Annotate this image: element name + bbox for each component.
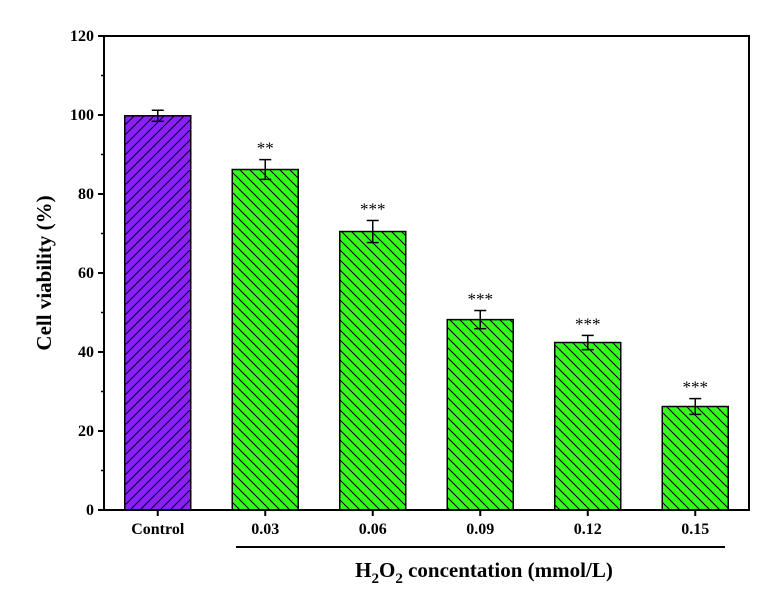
x-tick-label: Control: [131, 521, 185, 538]
x-tick-label: 0.09: [466, 521, 494, 538]
bar-0.06: [339, 230, 407, 511]
significance-marker: ***: [468, 290, 494, 309]
y-tick-label: 0: [86, 502, 94, 519]
significance-marker: **: [257, 139, 274, 158]
y-tick-label: 20: [78, 423, 94, 440]
x-tick-label: 0.06: [359, 521, 387, 538]
significance-marker: ***: [683, 378, 709, 397]
bar-Control: [124, 115, 192, 511]
bar-0.15: [661, 405, 729, 511]
significance-marker: ***: [360, 199, 386, 218]
x-tick-label: 0.03: [251, 521, 279, 538]
y-tick-label: 80: [78, 186, 94, 203]
y-tick-label: 40: [78, 344, 94, 361]
y-tick-label: 100: [70, 107, 94, 124]
significance-marker: ***: [575, 314, 601, 333]
bar-0.12: [554, 341, 622, 511]
x-axis-label: H2O2 concentation (mmol/L): [355, 558, 613, 587]
y-tick-label: 60: [78, 265, 94, 282]
plot-frame: [103, 35, 750, 511]
bar-0.09: [446, 318, 514, 511]
bar-0.03: [231, 168, 299, 511]
x-tick-label: 0.15: [681, 521, 709, 538]
y-axis-label: Cell viability (%): [32, 195, 56, 350]
x-tick-label: 0.12: [574, 521, 602, 538]
y-tick-label: 120: [70, 28, 94, 45]
